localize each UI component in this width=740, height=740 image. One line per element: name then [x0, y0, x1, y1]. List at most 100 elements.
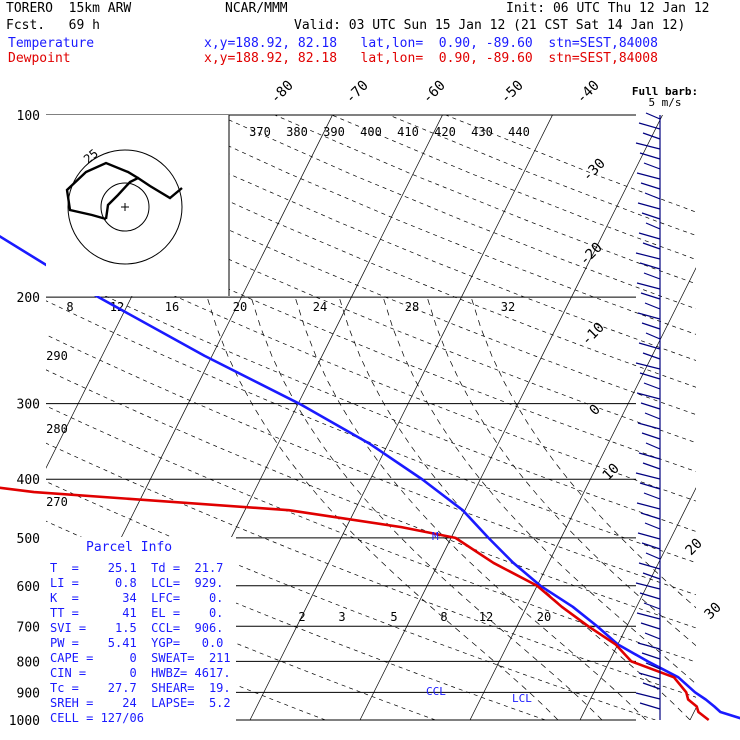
wind-barb [639, 592, 661, 600]
legend-temperature: Temperature [8, 36, 95, 51]
wind-barb [644, 522, 661, 530]
theta-label: 400 [360, 125, 382, 139]
wind-barb [644, 192, 661, 200]
wind-barb [645, 222, 661, 230]
hodo-scale-label: 24 [313, 300, 327, 314]
wind-barb [639, 372, 661, 380]
theta-left-label: 270 [46, 495, 68, 509]
wind-barb [639, 152, 661, 160]
isotherm-line [579, 487, 696, 720]
theta-label: 420 [434, 125, 456, 139]
theta-label: 390 [323, 125, 345, 139]
chart-series: CCL LCL M [0, 235, 740, 722]
wind-barb [635, 472, 661, 480]
hodo-scale-label: 16 [165, 300, 179, 314]
hodograph: 25 [46, 115, 230, 296]
wind-barb [645, 552, 661, 560]
mixing-ratio-label: 3 [338, 610, 345, 624]
legend-dewpoint: Dewpoint [8, 51, 71, 66]
wind-barb [640, 182, 661, 190]
wind-barb [635, 692, 661, 700]
mixing-ratio-label: 20 [537, 610, 551, 624]
mixing-ratio-label: 5 [390, 610, 397, 624]
dry-adiabat-line [46, 334, 696, 596]
wind-barb [640, 622, 661, 630]
hodo-ring-outer [67, 149, 183, 265]
pressure-tick-label: 1000 [9, 714, 40, 729]
wind-barb [636, 612, 661, 620]
parcel-info-row: CIN = 0 HWBZ= 4617. [50, 666, 231, 680]
isotherm-label: -30 [580, 156, 609, 185]
annotation-ccl: CCL [426, 685, 446, 698]
parcel-info-row: K = 34 LFC= 0. [50, 591, 224, 605]
isotherm-line [469, 267, 696, 720]
annotation-m: M [432, 530, 439, 543]
temperature-location: x,y=188.92, 82.18 lat,lon= 0.90, -89.60 … [204, 36, 658, 51]
wind-barb [643, 602, 661, 610]
isotherm-line [0, 115, 3, 720]
hodo-scale-label: 20 [233, 300, 247, 314]
dry-adiabat-line [46, 142, 696, 415]
barb-legend-unit: 5 m/s [648, 96, 681, 109]
parcel-info-row: CELL = 127/06 [50, 711, 144, 725]
dewpoint-profile-line [0, 486, 710, 722]
wind-barb [638, 562, 661, 570]
wind-barb [638, 232, 661, 240]
wind-barb [644, 302, 661, 310]
theta-label: 410 [397, 125, 419, 139]
wind-barb [641, 322, 661, 330]
parcel-info-row: SVI = 1.5 CCL= 906. [50, 621, 224, 635]
model-label: TORERO 15km ARW [6, 1, 132, 16]
wind-barb [636, 502, 661, 510]
isotherm-label: -80 [268, 78, 297, 107]
pressure-tick-label: 200 [17, 291, 40, 306]
org-label: NCAR/MMM [225, 1, 288, 16]
dry-adiabat-line [160, 115, 696, 335]
wind-barb [644, 412, 661, 420]
wind-barb [635, 362, 661, 370]
wind-barb [643, 272, 661, 280]
hodo-trace [104, 176, 183, 220]
parcel-info-row: CAPE = 0 SWEAT= 211 [50, 651, 231, 665]
wind-barb [642, 352, 661, 360]
hodo-trace [65, 161, 139, 221]
wind-barb [636, 392, 661, 400]
annotation-lcl: LCL [512, 692, 532, 705]
wind-barb [645, 112, 661, 120]
parcel-info-title: Parcel Info [86, 540, 173, 555]
isotherm-label: -60 [420, 78, 449, 107]
dry-adiabat-line [217, 115, 696, 310]
mixing-ratio-label: 12 [479, 610, 493, 624]
dry-adiabat-line [46, 369, 696, 629]
pressure-tick-label: 100 [17, 109, 40, 124]
parcel-info-row: PW = 5.41 YGP= 0.0 [50, 636, 224, 650]
mixing-ratio-label: 8 [440, 610, 447, 624]
pressure-tick-label: 700 [17, 620, 40, 635]
dry-adiabat-line [46, 442, 696, 698]
wind-barb [635, 582, 661, 590]
wind-barb [639, 262, 661, 270]
parcel-info-panel: Parcel Info T = 25.1 Td = 21.7 LI = 0.8 L… [46, 537, 236, 727]
wind-barb [637, 642, 661, 650]
hodo-ring-inner [100, 182, 150, 232]
wind-barb [638, 452, 661, 460]
isotherm-label: 20 [683, 536, 706, 559]
wind-barb [641, 432, 661, 440]
wind-barb [637, 532, 661, 540]
wind-barb [636, 172, 661, 180]
temperature-profile-line [0, 235, 740, 720]
isotherm-line [689, 707, 696, 720]
wind-barb [641, 212, 661, 220]
isotherm-label: 10 [600, 461, 623, 484]
wind-barb [640, 512, 661, 520]
theta-label: 380 [286, 125, 308, 139]
wind-barb [644, 632, 661, 640]
wind-barb [642, 132, 661, 140]
wind-barb [645, 662, 661, 670]
pressure-tick-label: 500 [17, 532, 40, 547]
mixing-ratio-label: 2 [298, 610, 305, 624]
wind-barb [642, 462, 661, 470]
parcel-info-row: LI = 0.8 LCL= 929. [50, 576, 224, 590]
moist-adiabat-line [382, 297, 696, 685]
